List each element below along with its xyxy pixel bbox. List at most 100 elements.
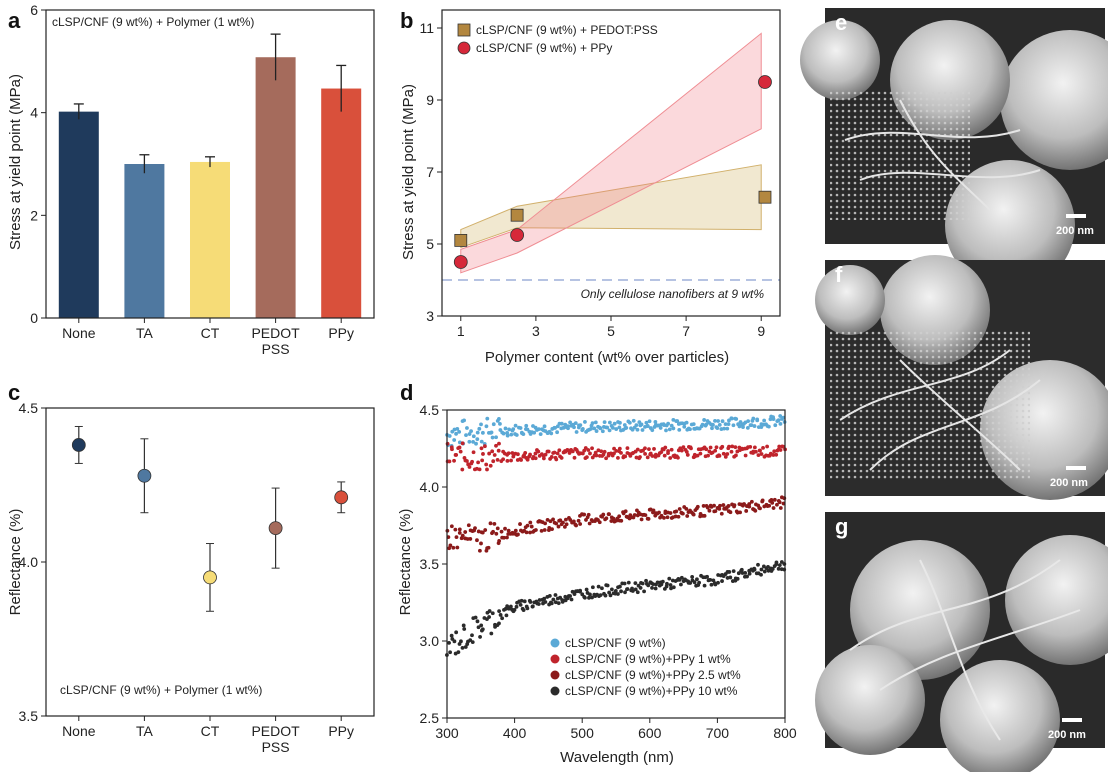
d-point-3-552 bbox=[616, 592, 620, 596]
d-point-0-628 bbox=[666, 421, 671, 426]
sem-f-scale: 200 nm bbox=[1050, 477, 1088, 489]
d-point-2-408 bbox=[518, 522, 522, 526]
chart-a-ylabel: Stress at yield point (MPa) bbox=[7, 74, 24, 250]
d-point-3-604 bbox=[650, 585, 654, 590]
c-xtick-label-2-0: CT bbox=[201, 723, 220, 739]
sem-image-f: f 200 nm bbox=[815, 255, 1108, 500]
d-point-0-604 bbox=[650, 428, 655, 433]
d-point-2-456 bbox=[550, 527, 554, 532]
d-point-0-702 bbox=[716, 419, 721, 423]
d-point-3-788 bbox=[774, 560, 779, 565]
d-point-0-678 bbox=[700, 422, 705, 427]
d-point-1-774 bbox=[765, 444, 770, 449]
c-xtick-label-3-1: PSS bbox=[262, 739, 290, 755]
d-point-0-482 bbox=[568, 420, 573, 425]
d-point-3-346 bbox=[476, 625, 481, 630]
d-point-0-454 bbox=[549, 431, 554, 436]
d-point-1-372 bbox=[494, 443, 498, 448]
d-point-0-594 bbox=[644, 420, 649, 425]
d-point-3-550 bbox=[613, 589, 618, 593]
d-point-2-686 bbox=[705, 505, 710, 510]
d-point-1-792 bbox=[777, 444, 782, 449]
d-point-3-580 bbox=[633, 587, 638, 592]
chart-c: Reflectance (%) cLSP/CNF (9 wt%) + Polym… bbox=[7, 400, 375, 755]
d-point-3-748 bbox=[747, 571, 752, 576]
d-point-3-564 bbox=[623, 590, 627, 595]
d-point-3-514 bbox=[590, 595, 594, 600]
d-point-1-604 bbox=[650, 454, 655, 458]
d-point-0-684 bbox=[704, 422, 709, 427]
d-point-2-742 bbox=[744, 509, 749, 513]
d-point-3-424 bbox=[528, 600, 533, 604]
d-point-3-756 bbox=[752, 567, 757, 572]
d-point-0-318 bbox=[457, 429, 462, 434]
d-point-2-448 bbox=[545, 517, 550, 522]
d-point-2-794 bbox=[778, 506, 783, 510]
d-point-2-344 bbox=[475, 538, 479, 543]
d-point-3-586 bbox=[638, 586, 643, 590]
d-point-3-790 bbox=[776, 566, 781, 571]
d-point-2-784 bbox=[771, 506, 776, 510]
d-point-0-566 bbox=[624, 425, 629, 430]
d-point-2-782 bbox=[770, 500, 775, 505]
a-bar-2 bbox=[190, 161, 230, 318]
chart-b-ylabel: Stress at yield point (MPa) bbox=[400, 84, 417, 260]
d-point-0-704 bbox=[717, 422, 722, 427]
d-point-3-364 bbox=[487, 609, 492, 613]
d-point-1-722 bbox=[730, 444, 735, 449]
d-point-3-718 bbox=[727, 570, 732, 574]
d-point-2-426 bbox=[529, 524, 534, 529]
d-point-1-318 bbox=[457, 445, 462, 450]
d-point-1-756 bbox=[752, 445, 757, 450]
d-point-0-598 bbox=[645, 424, 650, 428]
d-point-0-530 bbox=[600, 429, 605, 434]
d-point-1-768 bbox=[761, 445, 765, 450]
d-point-1-642 bbox=[676, 455, 680, 460]
d-point-3-800 bbox=[782, 562, 787, 566]
d-point-1-564 bbox=[623, 454, 628, 459]
d-point-3-730 bbox=[735, 576, 740, 581]
d-point-3-590 bbox=[640, 581, 645, 586]
d-point-1-348 bbox=[477, 467, 482, 472]
d-point-1-718 bbox=[727, 444, 731, 449]
d-legend-label-3: cLSP/CNF (9 wt%)+PPy 10 wt% bbox=[565, 684, 738, 698]
chart-d-frame bbox=[446, 409, 786, 719]
d-point-2-468 bbox=[558, 518, 563, 523]
d-point-3-626 bbox=[665, 581, 669, 586]
d-point-3-458 bbox=[551, 597, 556, 602]
d-point-3-744 bbox=[745, 574, 749, 579]
d-point-2-342 bbox=[473, 526, 477, 531]
d-point-2-540 bbox=[607, 512, 611, 517]
d-point-1-670 bbox=[695, 453, 700, 458]
d-point-0-492 bbox=[574, 430, 579, 434]
d-point-3-594 bbox=[644, 578, 648, 583]
d-point-0-334 bbox=[467, 432, 472, 436]
d-point-0-634 bbox=[671, 418, 676, 422]
chart-d-ylabel: Reflectance (%) bbox=[397, 509, 414, 616]
d-point-3-328 bbox=[463, 645, 468, 649]
d-point-3-338 bbox=[470, 640, 475, 645]
d-point-0-554 bbox=[617, 425, 622, 430]
d-point-0-754 bbox=[751, 416, 756, 421]
d-point-0-340 bbox=[471, 434, 476, 439]
d-point-1-310 bbox=[452, 458, 456, 463]
d-point-1-334 bbox=[467, 465, 472, 469]
d-point-0-550 bbox=[614, 427, 619, 431]
sem-f-label: f bbox=[835, 262, 843, 287]
d-point-1-486 bbox=[570, 449, 575, 454]
d-point-2-306 bbox=[448, 543, 453, 548]
d-xtick-label-0: 300 bbox=[435, 725, 459, 741]
d-point-3-776 bbox=[766, 568, 771, 573]
d-point-2-748 bbox=[747, 504, 752, 509]
d-point-3-648 bbox=[679, 575, 684, 580]
d-point-2-402 bbox=[513, 528, 518, 533]
d-point-2-304 bbox=[447, 546, 452, 551]
d-point-3-724 bbox=[731, 569, 736, 574]
d-point-2-780 bbox=[769, 498, 774, 502]
d-point-1-338 bbox=[470, 459, 474, 464]
d-point-1-654 bbox=[684, 449, 689, 454]
d-point-2-708 bbox=[721, 503, 726, 507]
d-point-2-598 bbox=[646, 517, 651, 521]
d-point-2-614 bbox=[657, 510, 661, 515]
